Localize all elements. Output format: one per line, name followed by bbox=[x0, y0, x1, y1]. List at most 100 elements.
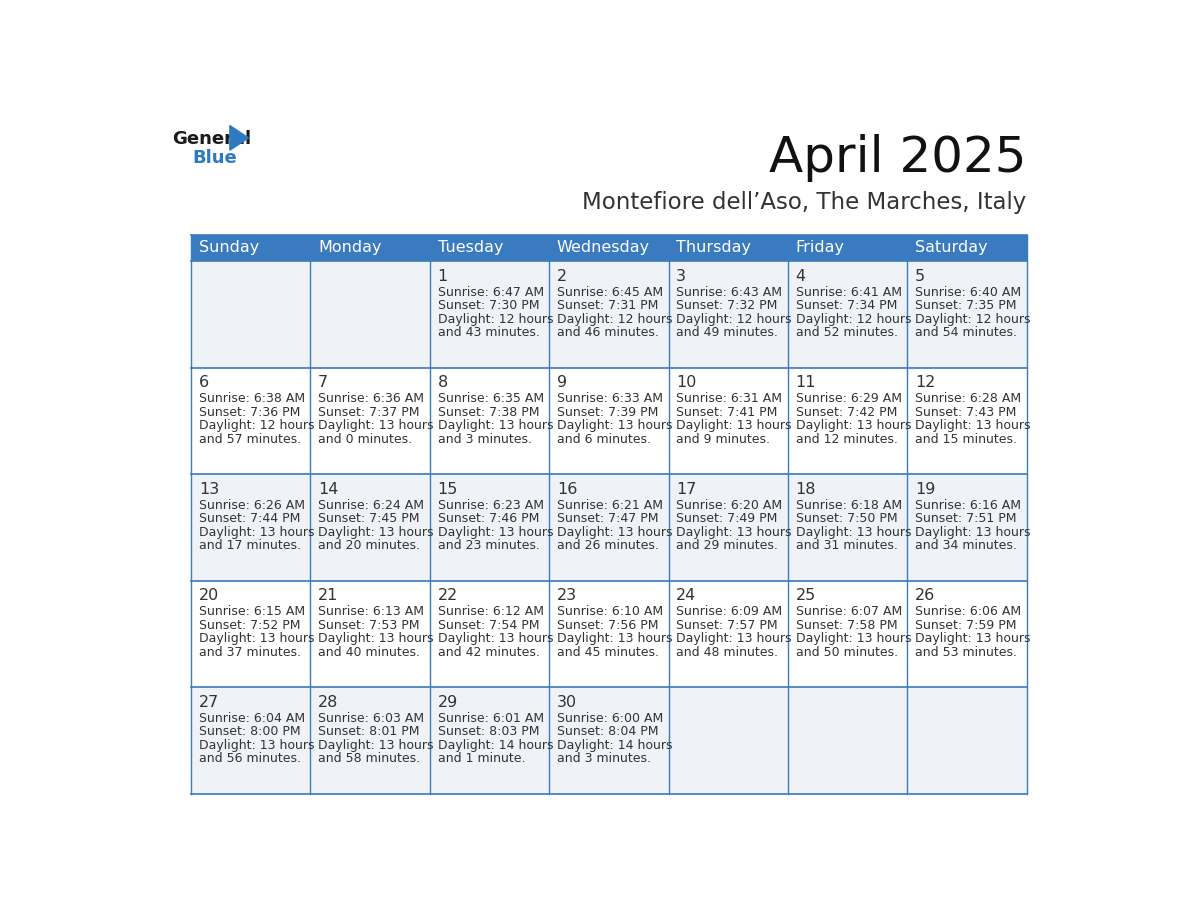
Text: 30: 30 bbox=[557, 695, 577, 710]
Text: Sunrise: 6:31 AM: Sunrise: 6:31 AM bbox=[676, 392, 782, 405]
Text: Sunrise: 6:23 AM: Sunrise: 6:23 AM bbox=[437, 498, 544, 512]
Text: 23: 23 bbox=[557, 588, 577, 603]
Text: Sunset: 7:53 PM: Sunset: 7:53 PM bbox=[318, 619, 419, 632]
Text: and 0 minutes.: and 0 minutes. bbox=[318, 432, 412, 446]
Text: and 58 minutes.: and 58 minutes. bbox=[318, 753, 421, 766]
Text: 9: 9 bbox=[557, 375, 567, 390]
Text: 3: 3 bbox=[676, 269, 687, 284]
Text: and 31 minutes.: and 31 minutes. bbox=[796, 539, 897, 553]
Text: Sunset: 7:45 PM: Sunset: 7:45 PM bbox=[318, 512, 419, 525]
Text: Sunset: 7:38 PM: Sunset: 7:38 PM bbox=[437, 406, 539, 419]
Bar bbox=[191, 581, 1026, 688]
Text: Daylight: 13 hours: Daylight: 13 hours bbox=[557, 420, 672, 432]
Text: Daylight: 13 hours: Daylight: 13 hours bbox=[318, 420, 434, 432]
Text: 27: 27 bbox=[198, 695, 219, 710]
Text: Sunset: 7:47 PM: Sunset: 7:47 PM bbox=[557, 512, 658, 525]
Bar bbox=[191, 688, 1026, 794]
Text: 5: 5 bbox=[915, 269, 925, 284]
Text: Daylight: 13 hours: Daylight: 13 hours bbox=[198, 739, 315, 752]
Bar bbox=[191, 475, 1026, 581]
Text: Daylight: 13 hours: Daylight: 13 hours bbox=[437, 633, 554, 645]
Text: and 48 minutes.: and 48 minutes. bbox=[676, 646, 778, 659]
Text: 4: 4 bbox=[796, 269, 805, 284]
Text: Sunset: 7:51 PM: Sunset: 7:51 PM bbox=[915, 512, 1017, 525]
Text: Sunrise: 6:26 AM: Sunrise: 6:26 AM bbox=[198, 498, 305, 512]
Text: Friday: Friday bbox=[796, 241, 845, 255]
Text: Daylight: 14 hours: Daylight: 14 hours bbox=[437, 739, 554, 752]
Text: Daylight: 13 hours: Daylight: 13 hours bbox=[557, 633, 672, 645]
Text: Sunrise: 6:12 AM: Sunrise: 6:12 AM bbox=[437, 606, 544, 619]
Text: Sunrise: 6:18 AM: Sunrise: 6:18 AM bbox=[796, 498, 902, 512]
Polygon shape bbox=[229, 126, 248, 151]
Text: Sunrise: 6:15 AM: Sunrise: 6:15 AM bbox=[198, 606, 305, 619]
Text: Daylight: 13 hours: Daylight: 13 hours bbox=[796, 633, 911, 645]
Text: Sunset: 7:36 PM: Sunset: 7:36 PM bbox=[198, 406, 301, 419]
Text: Sunset: 7:56 PM: Sunset: 7:56 PM bbox=[557, 619, 658, 632]
Text: 6: 6 bbox=[198, 375, 209, 390]
Text: Daylight: 13 hours: Daylight: 13 hours bbox=[915, 633, 1030, 645]
Text: Daylight: 13 hours: Daylight: 13 hours bbox=[676, 420, 791, 432]
Text: Sunset: 7:46 PM: Sunset: 7:46 PM bbox=[437, 512, 539, 525]
Text: 20: 20 bbox=[198, 588, 219, 603]
Text: Daylight: 13 hours: Daylight: 13 hours bbox=[676, 633, 791, 645]
Text: and 37 minutes.: and 37 minutes. bbox=[198, 646, 301, 659]
Text: Sunrise: 6:41 AM: Sunrise: 6:41 AM bbox=[796, 285, 902, 298]
Text: Sunrise: 6:07 AM: Sunrise: 6:07 AM bbox=[796, 606, 902, 619]
Text: and 45 minutes.: and 45 minutes. bbox=[557, 646, 659, 659]
Text: Sunset: 8:01 PM: Sunset: 8:01 PM bbox=[318, 725, 419, 738]
Text: Sunset: 7:54 PM: Sunset: 7:54 PM bbox=[437, 619, 539, 632]
Text: and 52 minutes.: and 52 minutes. bbox=[796, 326, 898, 339]
Text: 16: 16 bbox=[557, 482, 577, 497]
Text: Sunrise: 6:16 AM: Sunrise: 6:16 AM bbox=[915, 498, 1020, 512]
Text: and 3 minutes.: and 3 minutes. bbox=[437, 432, 531, 446]
Text: and 12 minutes.: and 12 minutes. bbox=[796, 432, 897, 446]
Text: Sunrise: 6:03 AM: Sunrise: 6:03 AM bbox=[318, 712, 424, 725]
Text: and 17 minutes.: and 17 minutes. bbox=[198, 539, 301, 553]
Text: 14: 14 bbox=[318, 482, 339, 497]
Text: Sunrise: 6:47 AM: Sunrise: 6:47 AM bbox=[437, 285, 544, 298]
Text: Sunset: 8:03 PM: Sunset: 8:03 PM bbox=[437, 725, 539, 738]
Text: Sunset: 7:42 PM: Sunset: 7:42 PM bbox=[796, 406, 897, 419]
Text: Daylight: 13 hours: Daylight: 13 hours bbox=[198, 633, 315, 645]
Text: 1: 1 bbox=[437, 269, 448, 284]
Text: Sunset: 7:30 PM: Sunset: 7:30 PM bbox=[437, 299, 539, 312]
Text: Sunrise: 6:00 AM: Sunrise: 6:00 AM bbox=[557, 712, 663, 725]
Text: 22: 22 bbox=[437, 588, 457, 603]
Text: 28: 28 bbox=[318, 695, 339, 710]
Text: Sunrise: 6:13 AM: Sunrise: 6:13 AM bbox=[318, 606, 424, 619]
Text: Daylight: 12 hours: Daylight: 12 hours bbox=[676, 313, 791, 326]
Text: Monday: Monday bbox=[318, 241, 381, 255]
Text: Sunrise: 6:01 AM: Sunrise: 6:01 AM bbox=[437, 712, 544, 725]
Text: Sunset: 8:04 PM: Sunset: 8:04 PM bbox=[557, 725, 658, 738]
Text: Daylight: 13 hours: Daylight: 13 hours bbox=[437, 526, 554, 539]
Text: and 15 minutes.: and 15 minutes. bbox=[915, 432, 1017, 446]
Text: Sunrise: 6:33 AM: Sunrise: 6:33 AM bbox=[557, 392, 663, 405]
Text: Sunset: 7:49 PM: Sunset: 7:49 PM bbox=[676, 512, 778, 525]
Bar bbox=[191, 235, 1026, 261]
Text: General: General bbox=[172, 130, 251, 149]
Text: Daylight: 12 hours: Daylight: 12 hours bbox=[437, 313, 554, 326]
Text: 13: 13 bbox=[198, 482, 219, 497]
Text: and 1 minute.: and 1 minute. bbox=[437, 753, 525, 766]
Text: April 2025: April 2025 bbox=[769, 134, 1026, 182]
Text: 8: 8 bbox=[437, 375, 448, 390]
Text: and 57 minutes.: and 57 minutes. bbox=[198, 432, 301, 446]
Text: Daylight: 13 hours: Daylight: 13 hours bbox=[915, 420, 1030, 432]
Text: 29: 29 bbox=[437, 695, 457, 710]
Text: Daylight: 12 hours: Daylight: 12 hours bbox=[557, 313, 672, 326]
Text: Daylight: 13 hours: Daylight: 13 hours bbox=[318, 739, 434, 752]
Text: and 42 minutes.: and 42 minutes. bbox=[437, 646, 539, 659]
Text: Sunset: 7:52 PM: Sunset: 7:52 PM bbox=[198, 619, 301, 632]
Text: 19: 19 bbox=[915, 482, 935, 497]
Text: and 29 minutes.: and 29 minutes. bbox=[676, 539, 778, 553]
Text: Sunrise: 6:24 AM: Sunrise: 6:24 AM bbox=[318, 498, 424, 512]
Text: Sunset: 7:44 PM: Sunset: 7:44 PM bbox=[198, 512, 301, 525]
Text: Daylight: 13 hours: Daylight: 13 hours bbox=[796, 420, 911, 432]
Text: and 50 minutes.: and 50 minutes. bbox=[796, 646, 898, 659]
Text: 24: 24 bbox=[676, 588, 696, 603]
Text: Thursday: Thursday bbox=[676, 241, 751, 255]
Text: Sunrise: 6:20 AM: Sunrise: 6:20 AM bbox=[676, 498, 783, 512]
Text: and 56 minutes.: and 56 minutes. bbox=[198, 753, 301, 766]
Text: and 34 minutes.: and 34 minutes. bbox=[915, 539, 1017, 553]
Text: Wednesday: Wednesday bbox=[557, 241, 650, 255]
